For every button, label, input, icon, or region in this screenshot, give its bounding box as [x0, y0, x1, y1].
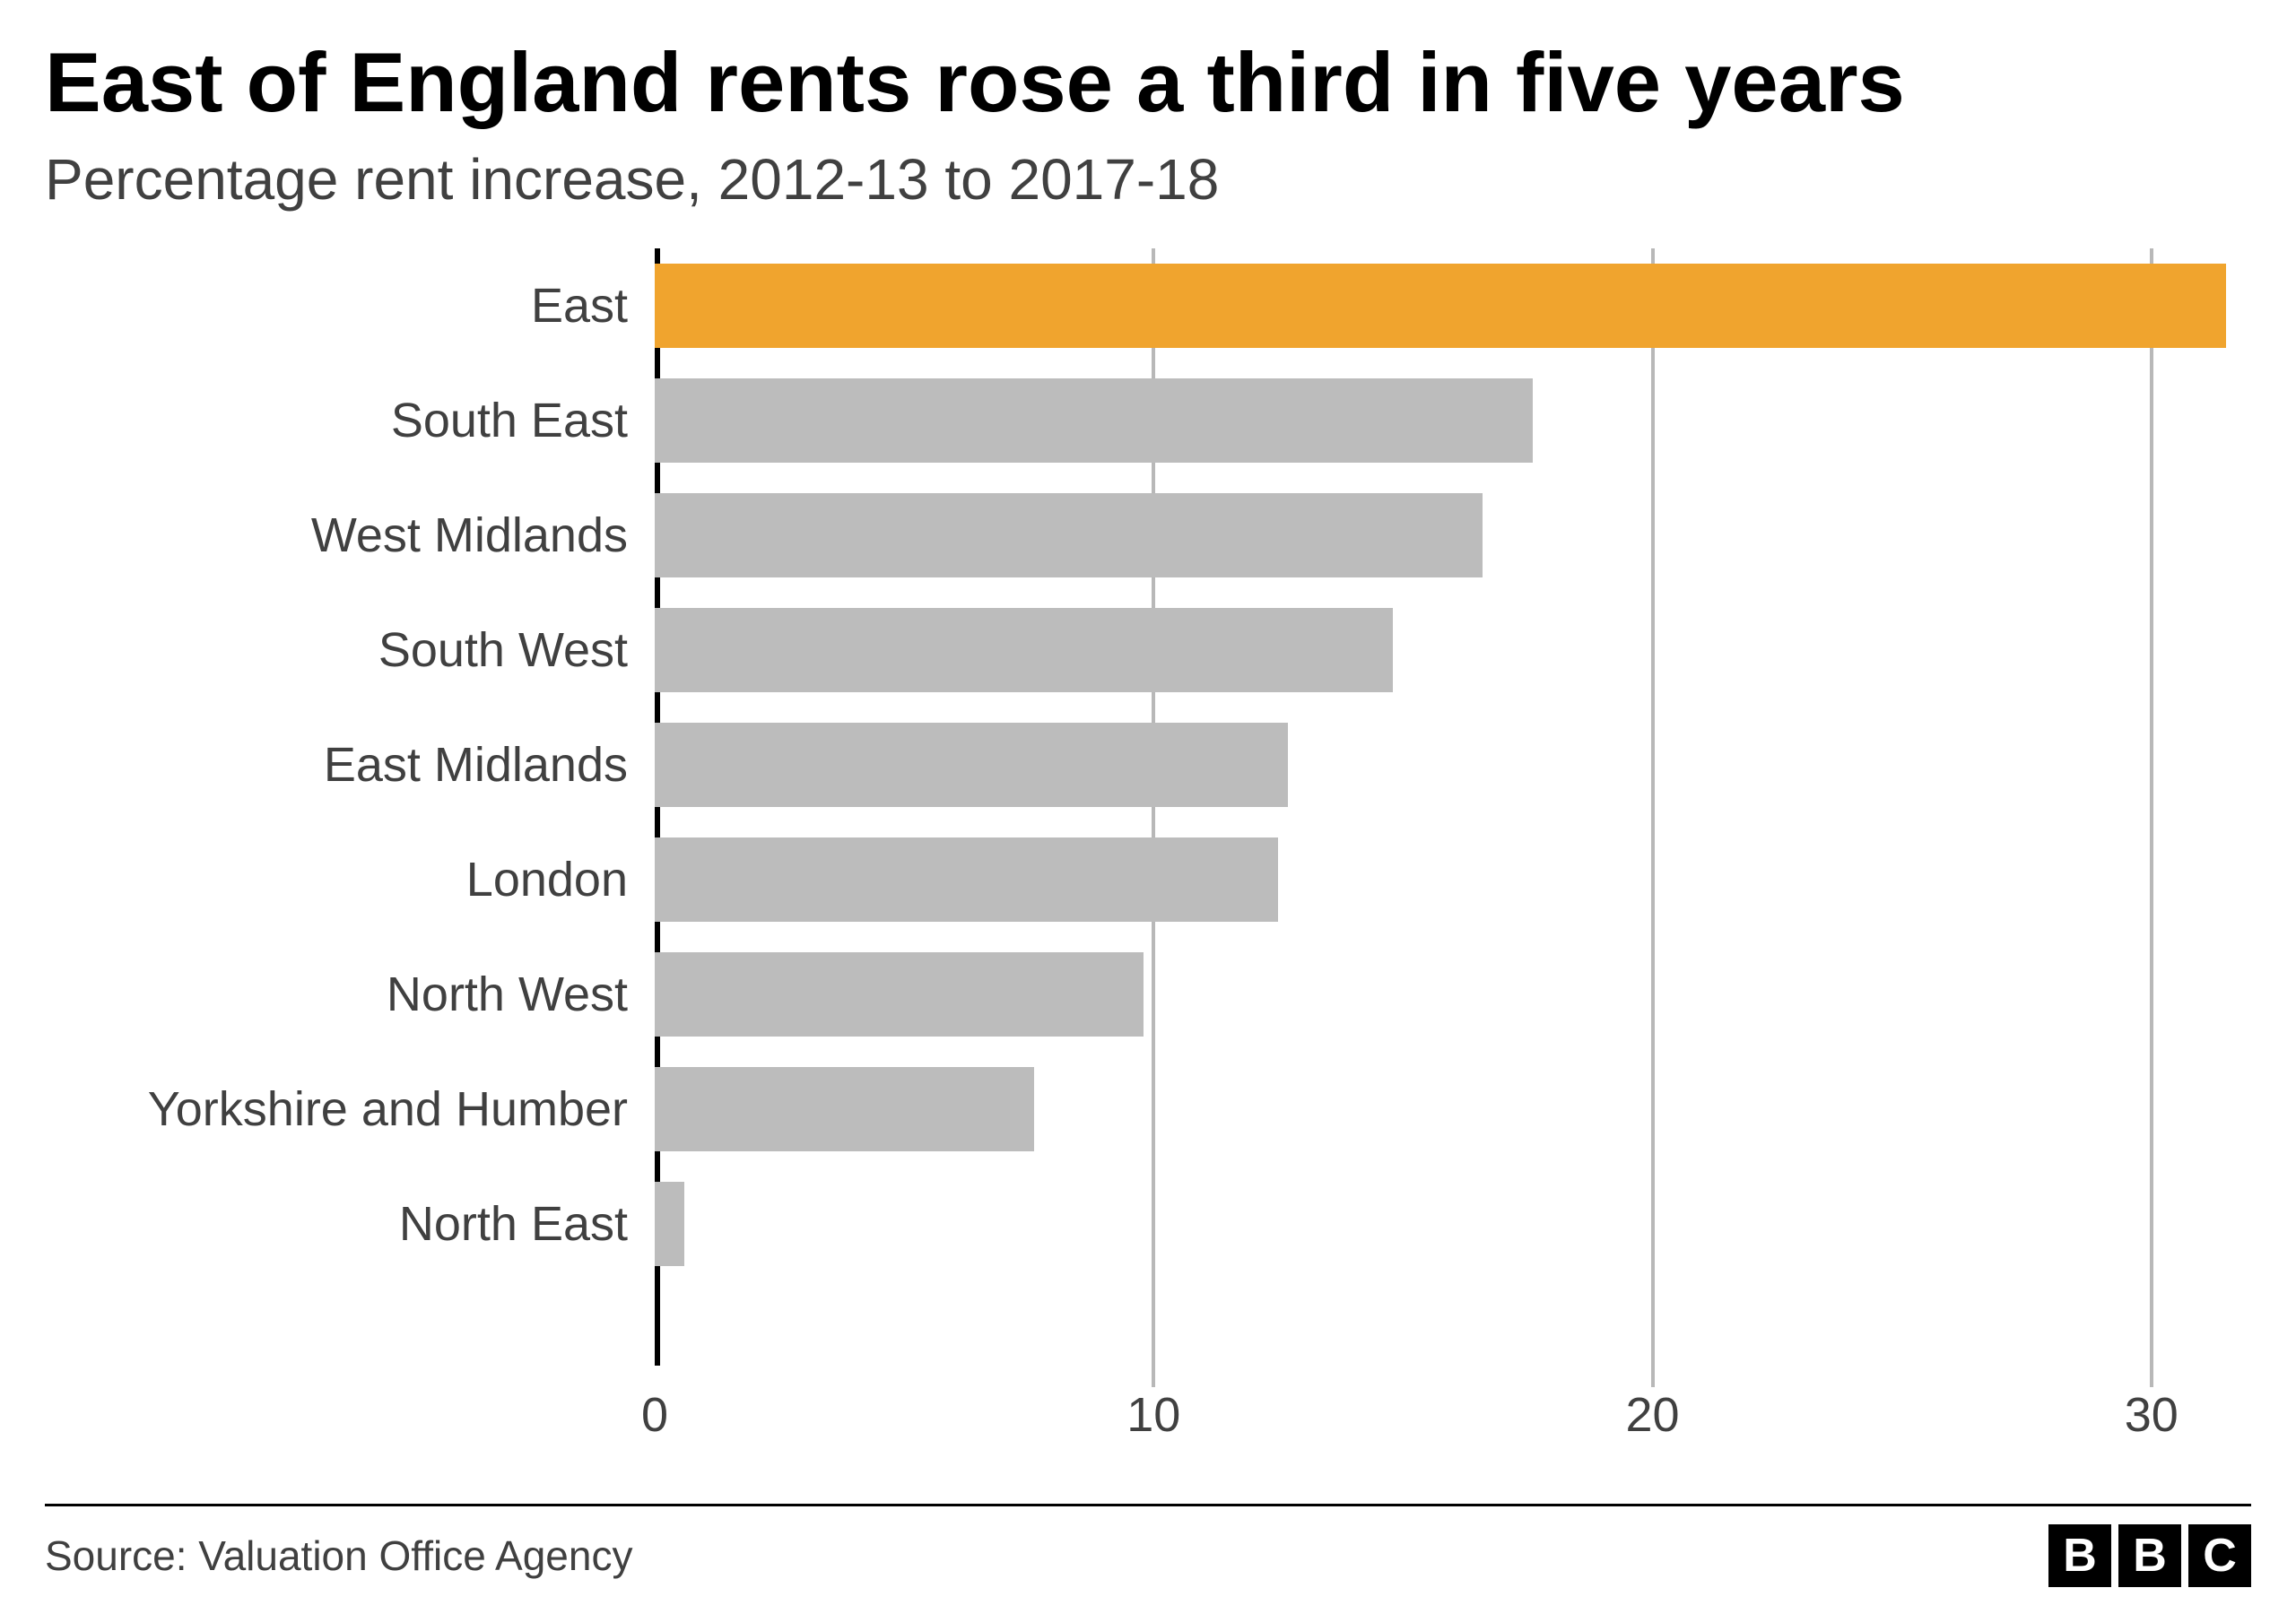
bar-track	[655, 937, 2251, 1052]
category-label: North West	[45, 967, 655, 1022]
bar-row: South East	[45, 363, 2251, 478]
chart-area: East South East West Midlands South West Eas…	[45, 248, 2251, 1477]
source-text: Source: Valuation Office Agency	[45, 1532, 632, 1580]
x-tick-label: 10	[1126, 1387, 1180, 1443]
category-label: East	[45, 278, 655, 334]
bar-row: East	[45, 248, 2251, 363]
x-tick-label: 30	[2125, 1387, 2179, 1443]
x-axis: 0 10 20 30	[45, 1387, 2251, 1477]
bbc-block-1: B	[2048, 1524, 2111, 1587]
chart-container: East of England rents rose a third in fi…	[0, 0, 2296, 1614]
bar	[655, 1067, 1034, 1151]
category-label: South West	[45, 622, 655, 678]
bar-track	[655, 363, 2251, 478]
bar-track	[655, 707, 2251, 822]
bar-track	[655, 1052, 2251, 1167]
category-label: North East	[45, 1196, 655, 1252]
bar-track	[655, 822, 2251, 937]
chart-title: East of England rents rose a third in fi…	[45, 36, 2251, 128]
bar-row: North West	[45, 937, 2251, 1052]
bar	[655, 837, 1278, 922]
bbc-block-3: C	[2188, 1524, 2251, 1587]
bar	[655, 952, 1144, 1037]
x-axis-ticks: 0102030	[655, 1387, 2251, 1477]
bar-track	[655, 248, 2251, 363]
bar-row: Yorkshire and Humber	[45, 1052, 2251, 1167]
bar	[655, 378, 1533, 463]
chart-subtitle: Percentage rent increase, 2012-13 to 201…	[45, 146, 2251, 213]
bar-track	[655, 478, 2251, 593]
bar	[655, 493, 1483, 577]
bar-row: London	[45, 822, 2251, 937]
x-tick-label: 20	[1625, 1387, 1679, 1443]
bar	[655, 1182, 684, 1266]
category-label: East Midlands	[45, 737, 655, 793]
bar-track	[655, 1167, 2251, 1281]
category-label: South East	[45, 393, 655, 448]
bbc-logo: B B C	[2048, 1524, 2251, 1587]
plot-area: East South East West Midlands South West Eas…	[45, 248, 2251, 1366]
x-tick-label: 0	[641, 1387, 668, 1443]
bar	[655, 608, 1393, 692]
footer: Source: Valuation Office Agency B B C	[45, 1504, 2251, 1587]
category-label: London	[45, 852, 655, 907]
bar-row: South West	[45, 593, 2251, 707]
category-label: Yorkshire and Humber	[45, 1081, 655, 1137]
bbc-block-2: B	[2118, 1524, 2181, 1587]
bar-row: East Midlands	[45, 707, 2251, 822]
bar-track	[655, 593, 2251, 707]
category-label: West Midlands	[45, 508, 655, 563]
bar	[655, 264, 2226, 348]
bar-row: West Midlands	[45, 478, 2251, 593]
bar-row: North East	[45, 1167, 2251, 1281]
bar	[655, 723, 1288, 807]
